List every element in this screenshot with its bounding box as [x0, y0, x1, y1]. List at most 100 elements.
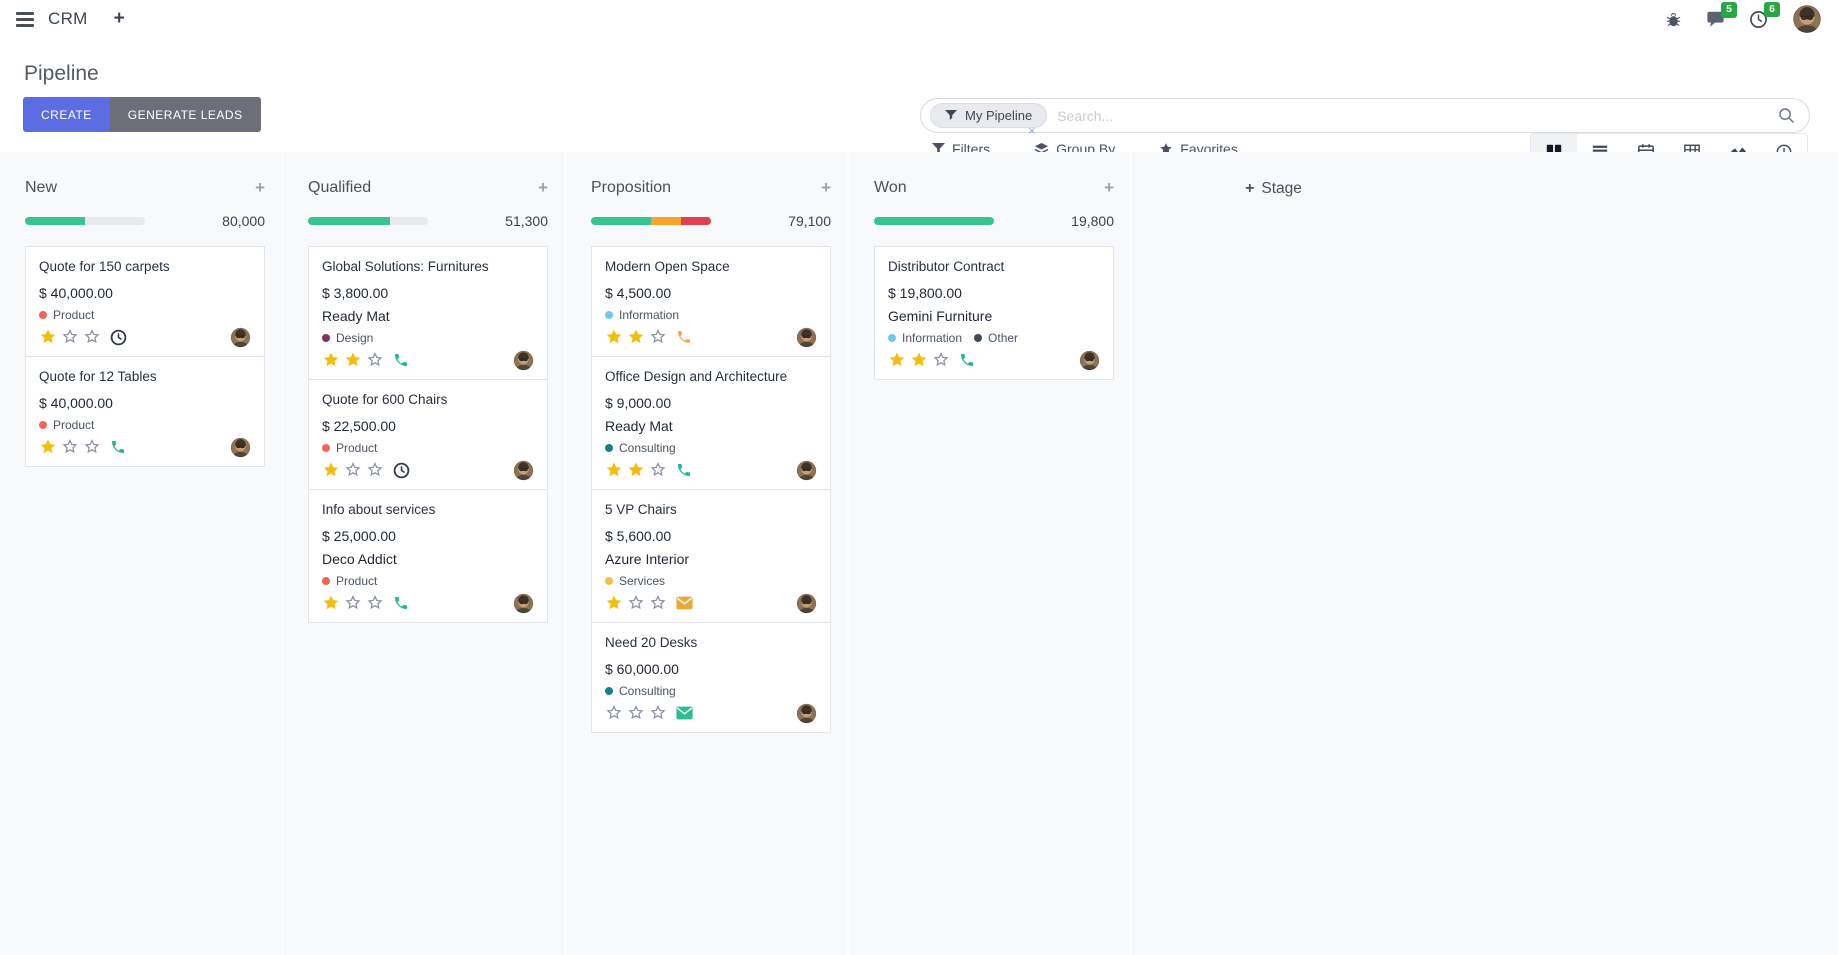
star-filled-icon[interactable]: [627, 461, 645, 479]
activity-mail-icon[interactable]: [676, 596, 693, 610]
kanban-card[interactable]: Info about services $ 25,000.00 Deco Addic…: [308, 488, 548, 623]
progressbar-segment[interactable]: [25, 217, 85, 225]
debug-bug-icon[interactable]: [1665, 11, 1682, 28]
kanban-card[interactable]: Quote for 600 Chairs $ 22,500.00 Product: [308, 378, 548, 490]
kanban-card[interactable]: Modern Open Space $ 4,500.00 Information: [591, 246, 831, 357]
star-empty-icon[interactable]: [61, 328, 79, 346]
star-filled-icon[interactable]: [322, 594, 340, 612]
card-footer: [888, 350, 1100, 371]
quick-create-plus-icon[interactable]: +: [255, 178, 265, 197]
star-empty-icon[interactable]: [605, 704, 623, 722]
facet-label: My Pipeline: [965, 108, 1033, 123]
add-stage-button[interactable]: + Stage: [1245, 180, 1302, 198]
user-avatar[interactable]: [1792, 4, 1822, 34]
star-empty-icon[interactable]: [649, 704, 667, 722]
priority-stars: [605, 704, 667, 722]
star-empty-icon[interactable]: [366, 351, 384, 369]
card-title: Quote for 12 Tables: [39, 368, 157, 384]
generate-leads-button[interactable]: GENERATE LEADS: [109, 97, 261, 132]
card-amount: $ 19,800.00: [888, 284, 962, 301]
kanban-card[interactable]: 5 VP Chairs $ 5,600.00 Azure Interior Servi…: [591, 488, 831, 623]
activity-phone-icon[interactable]: [676, 462, 692, 478]
priority-stars: [322, 461, 384, 479]
activity-clock-icon[interactable]: [393, 462, 410, 479]
activity-clock-icon[interactable]: [110, 329, 127, 346]
star-empty-icon[interactable]: [649, 461, 667, 479]
salesperson-avatar[interactable]: [230, 327, 251, 348]
activity-phone-icon[interactable]: [676, 329, 692, 345]
kanban-card[interactable]: Office Design and Architecture $ 9,000.00…: [591, 355, 831, 490]
star-filled-icon[interactable]: [605, 328, 623, 346]
quick-create-plus-icon[interactable]: +: [821, 178, 831, 197]
star-filled-icon[interactable]: [344, 351, 362, 369]
app-name[interactable]: CRM: [48, 9, 88, 28]
star-filled-icon[interactable]: [605, 594, 623, 612]
salesperson-avatar[interactable]: [230, 437, 251, 458]
star-empty-icon[interactable]: [627, 704, 645, 722]
progressbar-segment[interactable]: [651, 217, 681, 225]
tag-label: Information: [902, 330, 963, 345]
star-empty-icon[interactable]: [932, 351, 950, 369]
star-filled-icon[interactable]: [39, 438, 57, 456]
salesperson-avatar[interactable]: [796, 327, 817, 348]
star-filled-icon[interactable]: [627, 328, 645, 346]
star-filled-icon[interactable]: [910, 351, 928, 369]
star-filled-icon[interactable]: [605, 461, 623, 479]
search-icon[interactable]: [1778, 107, 1795, 124]
activity-phone-icon[interactable]: [959, 352, 975, 368]
add-icon[interactable]: +: [113, 8, 125, 29]
salesperson-avatar[interactable]: [513, 593, 534, 614]
star-filled-icon[interactable]: [39, 328, 57, 346]
star-empty-icon[interactable]: [83, 438, 101, 456]
apps-menu-icon[interactable]: [16, 11, 34, 27]
salesperson-avatar[interactable]: [796, 593, 817, 614]
activities-clock-icon[interactable]: 6: [1749, 1, 1780, 29]
star-empty-icon[interactable]: [344, 461, 362, 479]
progressbar-segment[interactable]: [591, 217, 651, 225]
activities-count-badge: 6: [1764, 1, 1780, 18]
star-filled-icon[interactable]: [322, 461, 340, 479]
kanban-card[interactable]: Distributor Contract $ 19,800.00 Gemini Fu…: [874, 246, 1114, 380]
star-filled-icon[interactable]: [888, 351, 906, 369]
salesperson-avatar[interactable]: [1079, 350, 1100, 371]
kanban-card[interactable]: Quote for 150 carpets $ 40,000.00 Product: [25, 246, 265, 357]
progressbar-segment[interactable]: [308, 217, 390, 225]
star-empty-icon[interactable]: [61, 438, 79, 456]
activity-phone-icon[interactable]: [393, 595, 409, 611]
search-input[interactable]: [1057, 107, 1778, 124]
star-empty-icon[interactable]: [649, 594, 667, 612]
column-progressbar[interactable]: [591, 217, 711, 225]
facet-remove-icon[interactable]: ×: [1028, 123, 1036, 138]
progressbar-segment[interactable]: [681, 217, 711, 225]
salesperson-avatar[interactable]: [796, 703, 817, 724]
salesperson-avatar[interactable]: [513, 350, 534, 371]
column-progressbar[interactable]: [308, 217, 428, 225]
quick-create-plus-icon[interactable]: +: [538, 178, 548, 197]
column-progressbar[interactable]: [25, 217, 145, 225]
activity-phone-icon[interactable]: [110, 439, 126, 455]
card-footer: [605, 703, 817, 724]
kanban-card[interactable]: Quote for 12 Tables $ 40,000.00 Product: [25, 355, 265, 467]
salesperson-avatar[interactable]: [513, 460, 534, 481]
activity-mail-icon[interactable]: [676, 706, 693, 720]
quick-create-plus-icon[interactable]: +: [1104, 178, 1114, 197]
activity-phone-icon[interactable]: [393, 352, 409, 368]
messages-icon[interactable]: 5: [1706, 2, 1737, 28]
salesperson-avatar[interactable]: [796, 460, 817, 481]
search-bar[interactable]: My Pipeline ×: [920, 98, 1810, 137]
search-facet-my-pipeline[interactable]: My Pipeline: [930, 103, 1048, 128]
star-empty-icon[interactable]: [649, 328, 667, 346]
star-empty-icon[interactable]: [366, 594, 384, 612]
star-empty-icon[interactable]: [627, 594, 645, 612]
kanban-card[interactable]: Need 20 Desks $ 60,000.00 Consulting: [591, 621, 831, 733]
star-empty-icon[interactable]: [366, 461, 384, 479]
create-button[interactable]: CREATE: [23, 97, 110, 132]
kanban-card[interactable]: Global Solutions: Furnitures $ 3,800.00 Re…: [308, 246, 548, 380]
card-title: Global Solutions: Furnitures: [322, 259, 489, 274]
star-empty-icon[interactable]: [83, 328, 101, 346]
star-filled-icon[interactable]: [322, 351, 340, 369]
star-empty-icon[interactable]: [344, 594, 362, 612]
progressbar-segment[interactable]: [874, 217, 994, 225]
column-progressbar[interactable]: [874, 217, 994, 225]
card-partner: Deco Addict: [322, 550, 397, 567]
